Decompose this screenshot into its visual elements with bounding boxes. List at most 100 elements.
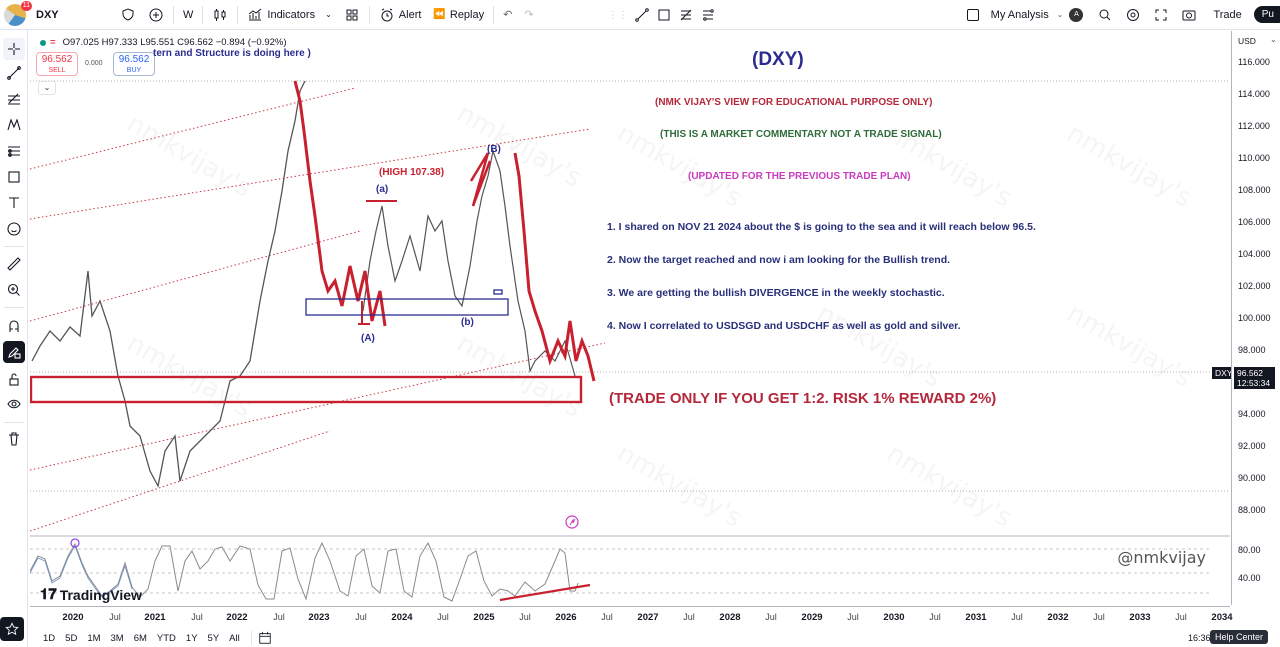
point-4: 4. Now I correlated to USDSGD and USDCHF… [607,320,961,332]
fullscreen-button[interactable] [1147,0,1175,30]
price-label: 90.000 [1238,473,1266,483]
updated-note: (UPDATED FOR THE PREVIOUS TRADE PLAN) [688,171,911,182]
pencil-lock-icon [8,347,21,359]
range-3m[interactable]: 3M [110,632,124,644]
current-price-tag: 96.562 12:53:34 [1234,367,1275,389]
trend-line-icon[interactable] [634,7,650,23]
avatar[interactable]: A [1069,7,1084,22]
ruler-icon [7,257,21,271]
stoch-label: 80.00 [1238,545,1261,555]
chevron-down-icon: ⌄ [1056,10,1064,19]
range-5y[interactable]: 5Y [207,632,220,644]
toolbar-right: My Analysis ⌄ A Trade Pu [961,0,1280,30]
chart-pane[interactable]: nmkvijay's nmkvijay's nmkvijay's nmkvija… [30,31,1230,605]
range-1y[interactable]: 1Y [185,632,198,644]
candles-icon [214,8,226,21]
rectangle-icon[interactable] [656,7,672,23]
star-icon [5,622,19,636]
time-label: 2030 [883,612,905,623]
forecast-tool[interactable] [3,140,25,162]
text-tool[interactable] [3,192,25,214]
redo-button[interactable]: ↷ [518,0,539,30]
symbol-search[interactable]: DXY [36,8,59,21]
user-menu-logo[interactable]: 11 [4,0,32,26]
undo-button[interactable]: ↶ [497,0,518,30]
time-label: 2025 [473,612,495,623]
range-5d[interactable]: 5D [65,632,78,644]
alert-button[interactable]: Alert [373,0,428,30]
stay-in-drawing-mode[interactable] [3,341,25,363]
buy-button[interactable]: 96.562 BUY [113,52,155,76]
lock-drawings[interactable] [3,368,25,390]
date-range-bar: 1D 5D 1M 3M 6M YTD 1Y 5Y All [30,629,1280,647]
sell-button[interactable]: 96.562 SELL [36,52,78,76]
watchlist-heart-button[interactable] [114,0,142,30]
spread-value: 0.000 [85,60,103,67]
disclaimer-note: (NMK VIJAY'S VIEW FOR EDUCATIONAL PURPOS… [655,97,933,108]
time-label: 2026 [555,612,577,623]
layout-menu-button[interactable]: My Analysis ⌄ [961,0,1070,30]
hide-drawings[interactable] [3,393,25,415]
crosshair-tool[interactable] [3,38,25,60]
trend-line-tool[interactable] [3,62,25,84]
notification-badge: 11 [20,0,32,11]
calendar-goto-icon[interactable] [258,631,272,645]
icon-tool[interactable] [3,218,25,240]
time-label: 2020 [62,612,84,623]
zoom-in-icon [7,283,20,296]
measure-tool[interactable] [3,253,25,275]
time-axis[interactable]: 2020 Jul 2021 Jul 2022 Jul 2023 Jul 2024 Jul 2025 J… [30,606,1233,628]
bar-countdown: 12:53:34 [1237,378,1271,388]
range-1m[interactable]: 1M [87,632,101,644]
snapshot-button[interactable] [1175,0,1203,30]
price-label: 88.000 [1238,505,1266,515]
time-label: 2028 [719,612,741,623]
time-label: Jul [1011,612,1023,622]
sell-label: SELL [48,67,66,74]
time-label: Jul [1175,612,1187,622]
tradingview-logo: 𝟏𝟕 TradingView [40,586,142,603]
fib-tool[interactable] [3,88,25,110]
help-center-button[interactable]: Help Center [1210,630,1269,644]
magnet-tool[interactable] [3,315,25,337]
checkbox-square-icon [966,8,979,21]
time-label: Jul [437,612,449,622]
replay-button[interactable]: ⏪ Replay [427,0,490,30]
eye-icon [7,399,21,409]
title-label: (DXY) [752,49,804,70]
trade-button[interactable]: Trade [1213,8,1242,21]
equals-icon: = [50,37,56,48]
tv-logo-text: TradingView [59,586,142,603]
compare-symbol-button[interactable] [142,0,170,30]
indicators-button[interactable]: Indicators ⌄ [241,0,337,30]
publish-button[interactable]: Pu [1253,6,1280,23]
chevron-down-icon: ⌄ [1270,35,1277,44]
pattern-tool[interactable] [3,114,25,136]
undo-icon: ↶ [503,9,513,21]
wave-label-b: (b) [461,317,474,328]
current-price: 96.562 [1237,368,1263,378]
quick-search-button[interactable] [1091,0,1119,30]
interval-button[interactable]: W [183,8,194,21]
price-axis[interactable]: USD ⌄ 116.000 114.000 112.000 110.000 10… [1231,31,1280,605]
layouts-button[interactable] [338,0,366,30]
settings-lines-icon[interactable] [700,7,716,23]
market-status-dot [40,39,46,46]
buy-price: 96.562 [118,54,150,65]
currency-selector[interactable]: USD [1238,36,1256,46]
range-all[interactable]: All [229,632,240,644]
shapes-tool[interactable] [3,166,25,188]
range-ytd[interactable]: YTD [156,632,176,644]
range-6m[interactable]: 6M [133,632,147,644]
settings-button[interactable] [1119,0,1147,30]
remove-drawings[interactable] [3,428,25,450]
text-icon [9,197,19,208]
drag-handle-icon[interactable]: ⋮⋮ [608,9,628,21]
collapse-legend-button[interactable]: ⌄ [38,81,56,95]
clock: 16:36: [1188,633,1214,643]
range-1d[interactable]: 1D [43,632,56,644]
favorites-button[interactable] [0,617,24,641]
fib-icon[interactable] [678,7,694,23]
chart-type-button[interactable] [206,0,234,30]
zoom-tool[interactable] [3,279,25,301]
